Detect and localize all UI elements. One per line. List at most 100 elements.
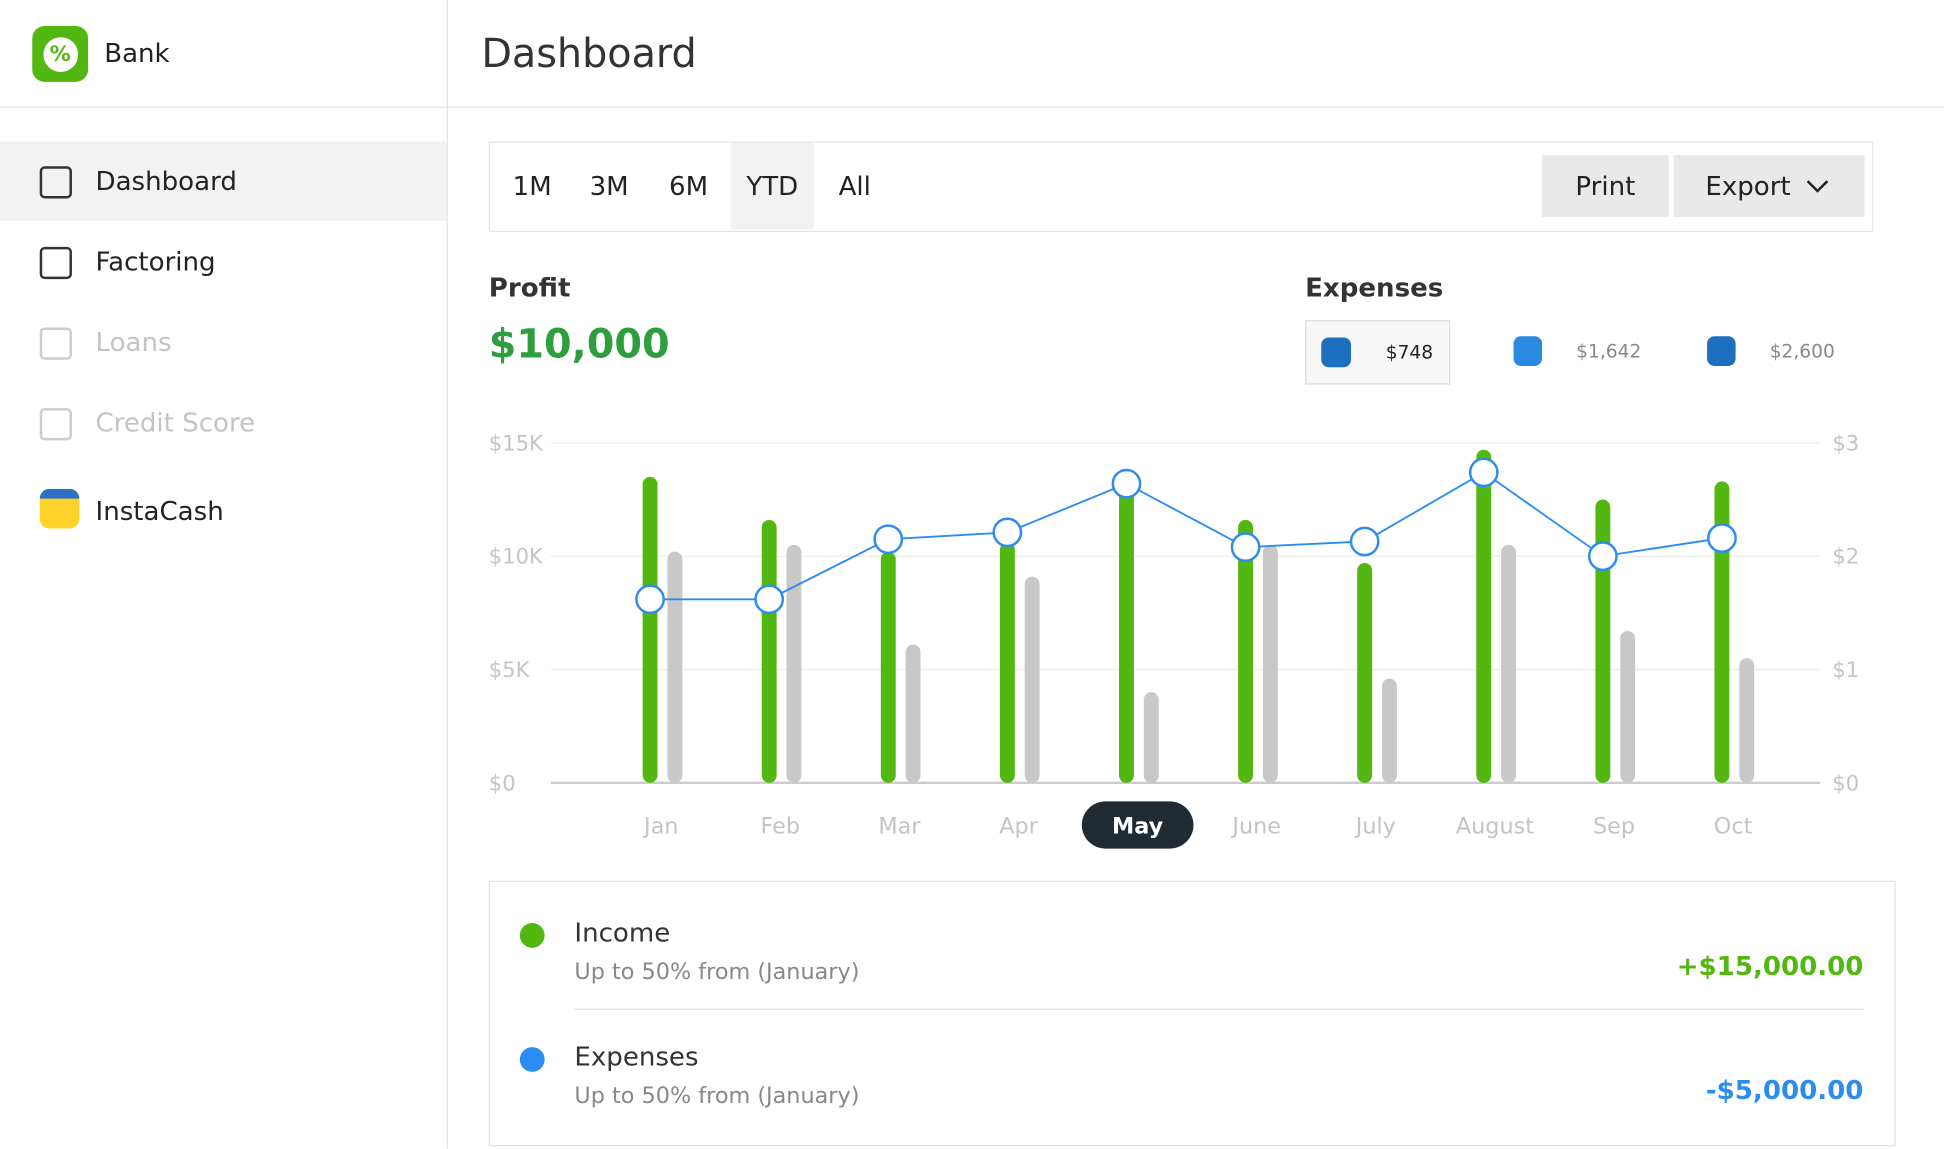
bar (1262, 544, 1278, 783)
legend-note: Up to 50% from (January) (574, 1083, 860, 1110)
nav-icon (39, 327, 72, 360)
bar (880, 551, 896, 783)
bar (642, 476, 658, 783)
y2-tick-label: $2.00 (1832, 544, 1861, 569)
x-tick-label: Sep (1593, 814, 1635, 840)
nav-item[interactable]: Loans (0, 303, 447, 382)
y-tick-label: $0 (489, 770, 516, 795)
line-point (635, 584, 665, 615)
legend-dot (519, 1047, 545, 1072)
line-point (1230, 532, 1261, 563)
logo: % (32, 26, 89, 82)
x-tick-label: May (1112, 814, 1164, 840)
bar (999, 542, 1015, 783)
header-divider (0, 106, 1944, 108)
expense-amount: $1,642 (1576, 339, 1642, 363)
legend-dot (519, 923, 545, 948)
bar (1739, 658, 1755, 783)
expense-item[interactable]: $1,642 (1499, 320, 1642, 382)
x-tick-label: Feb (761, 814, 801, 840)
expense-amount: $2,600 (1769, 339, 1835, 363)
bar (1238, 519, 1254, 783)
nav-item[interactable]: InstaCash (0, 471, 447, 550)
line-point (1587, 541, 1618, 572)
export-button[interactable]: Export (1673, 155, 1865, 218)
nav-item[interactable]: Credit Score (0, 383, 447, 462)
line-point (992, 517, 1023, 548)
legend-label: Expenses (574, 1042, 699, 1072)
legend-amount: +$15,000.00 (1676, 951, 1864, 982)
line (650, 471, 1723, 601)
nav-item[interactable]: Factoring (0, 222, 447, 301)
bar (1143, 692, 1159, 783)
y-tick-label: $15K (489, 430, 544, 455)
bar (667, 551, 683, 783)
bar (786, 544, 802, 783)
y-tick-label: $5K (489, 657, 531, 682)
nav-label: Dashboard (95, 166, 237, 197)
nav-label: Factoring (95, 246, 216, 277)
x-tick-label: August (1456, 814, 1534, 840)
summary-card (488, 880, 1896, 1147)
legend-label: Income (574, 918, 671, 948)
line-point (754, 584, 785, 615)
bar (1620, 630, 1636, 783)
y2-tick-label: $3.00 (1832, 430, 1861, 455)
chart: $0 $5K $10K $15K $0 $1.00 $2.00 $3.00 Jan Feb Mar A… (489, 430, 1861, 849)
app-name: Bank (104, 38, 170, 69)
x-tick-label: Oct (1714, 814, 1753, 840)
line-point (1707, 523, 1737, 553)
nav-icon (39, 488, 80, 529)
x-tick-label: Jan (642, 814, 678, 840)
expense-icon (1321, 337, 1352, 368)
chevron (1807, 180, 1829, 193)
nav-icon (39, 166, 72, 199)
y2-tick-label: $1.00 (1832, 657, 1861, 682)
legend-note: Up to 50% from (January) (574, 958, 860, 986)
expense-amount: $748 (1385, 341, 1434, 364)
bar (1357, 563, 1373, 783)
range-tab[interactable]: YTD (730, 142, 814, 230)
y2-tick-label: $0 (1832, 770, 1859, 795)
bar (1382, 678, 1397, 783)
range-tab[interactable]: 3M (589, 171, 629, 201)
legend-amount: -$5,000.00 (1705, 1075, 1864, 1106)
nav-icon (39, 246, 72, 280)
profit-value: $10,000 (488, 320, 670, 368)
expense-item[interactable]: $2,600 (1692, 320, 1835, 382)
expense-icon (1513, 336, 1542, 366)
expense-icon (1707, 336, 1735, 366)
bar (1476, 449, 1492, 783)
print-button[interactable]: Print (1542, 155, 1669, 218)
page-title: Dashboard (481, 29, 697, 77)
expense-item[interactable]: $748 (1305, 320, 1451, 385)
x-tick-label: June (1230, 814, 1281, 840)
nav-icon (39, 408, 72, 441)
range-tab[interactable]: 1M (512, 171, 552, 201)
bar (1119, 485, 1134, 783)
x-tick-label: Apr (999, 814, 1038, 840)
line-point (873, 524, 904, 555)
export-label: Export (1705, 171, 1791, 201)
bar (1024, 576, 1040, 783)
range-tab[interactable]: All (838, 171, 871, 201)
bar (905, 644, 921, 783)
nav-label: Loans (95, 327, 172, 358)
toolbar (488, 141, 1874, 232)
line-point (1349, 526, 1380, 557)
selected-pill (1081, 801, 1194, 849)
nav-item[interactable]: Dashboard (0, 141, 447, 221)
profit-label: Profit (488, 272, 571, 303)
line-point (1111, 468, 1142, 499)
x-tick-label: July (1354, 814, 1396, 840)
bar (1501, 544, 1517, 783)
bar (1714, 481, 1730, 783)
bar (761, 519, 777, 783)
expenses-label: Expenses (1305, 272, 1444, 303)
line-point (1468, 457, 1499, 488)
nav-label: Credit Score (95, 408, 256, 438)
summary-divider (574, 1008, 1864, 1010)
y-tick-label: $10K (489, 544, 544, 569)
range-tab[interactable]: 6M (668, 171, 709, 201)
